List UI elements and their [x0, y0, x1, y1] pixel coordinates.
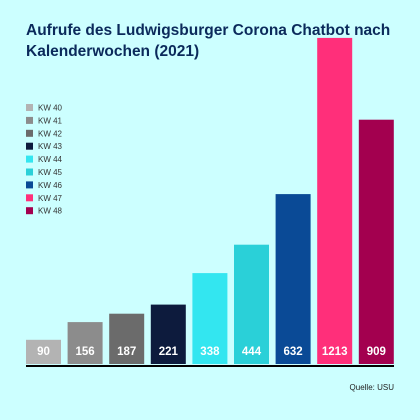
- legend-label: KW 47: [38, 194, 63, 203]
- legend-label: KW 41: [38, 116, 63, 125]
- legend-swatch: [26, 142, 33, 150]
- bar-kw-45: [234, 244, 269, 364]
- legend-swatch: [26, 181, 33, 189]
- data-label: 444: [242, 346, 262, 358]
- legend-swatch: [26, 104, 33, 111]
- legend-swatch: [26, 155, 33, 163]
- chart-title: Aufrufe des Ludwigsburger Corona Chatbot…: [26, 22, 391, 60]
- data-label: 156: [76, 346, 95, 358]
- legend-label: KW 42: [38, 129, 63, 138]
- legend-swatch: [26, 129, 33, 137]
- data-label: 90: [37, 346, 50, 358]
- bar-kw-43: [150, 304, 186, 364]
- data-label: 1213: [322, 346, 348, 358]
- bar-kw-47: [317, 37, 353, 365]
- data-label: 338: [200, 346, 220, 358]
- legend-swatch: [26, 194, 33, 202]
- bar-labels: 90 156 187 221 338 444 632 1213 909: [37, 346, 386, 358]
- legend-swatch: [26, 207, 33, 215]
- bar-kw-42: [109, 313, 145, 364]
- legend-label: KW 40: [38, 104, 63, 113]
- legend-label: KW 43: [38, 142, 63, 151]
- bar-kw-46: [275, 194, 311, 364]
- bar-kw-44: [192, 273, 228, 364]
- data-label: 909: [367, 346, 386, 358]
- bar-kw-40: [26, 339, 61, 364]
- legend: KW 40 KW 41 KW 42 KW 43 KW 44 KW 45 KW 46 KW 47…: [26, 104, 63, 216]
- data-label: 632: [284, 346, 303, 358]
- source-note: Quelle: USU: [349, 383, 394, 392]
- bars: [26, 37, 394, 365]
- data-label: 187: [117, 346, 136, 358]
- bar-kw-48: [358, 119, 394, 364]
- data-label: 221: [159, 346, 179, 358]
- legend-label: KW 46: [38, 181, 63, 190]
- legend-label: KW 44: [38, 155, 63, 164]
- legend-swatch: [26, 168, 33, 176]
- legend-label: KW 45: [38, 168, 63, 177]
- legend-label: KW 48: [38, 207, 63, 216]
- legend-swatch: [26, 116, 33, 124]
- bar-kw-41: [67, 322, 103, 364]
